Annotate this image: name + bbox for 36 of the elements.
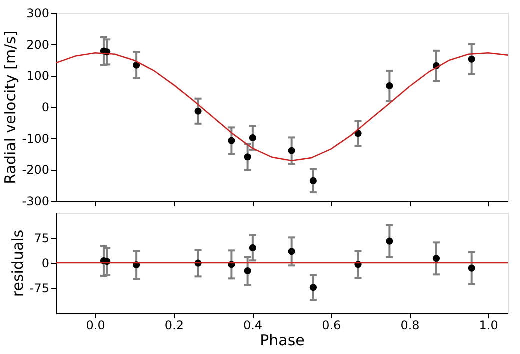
x-tick-label: 0.2 <box>164 318 184 332</box>
point <box>288 147 296 154</box>
point <box>249 134 256 142</box>
point <box>310 177 317 184</box>
x-tick-label: 0.6 <box>322 318 342 332</box>
line-series <box>56 52 508 162</box>
point <box>386 238 394 245</box>
y-tick-label: 75 <box>34 232 50 246</box>
point <box>288 248 296 256</box>
point <box>249 244 256 252</box>
point <box>228 137 236 144</box>
point <box>310 284 317 292</box>
x-tick-label: 0.4 <box>243 318 263 332</box>
point <box>432 255 440 262</box>
y-axis-title: Radial velocity [m/s] <box>1 30 20 184</box>
y-tick-label: 300 <box>26 6 50 20</box>
y-tick-label: 0 <box>42 100 50 114</box>
point <box>133 62 140 69</box>
point <box>244 154 252 161</box>
y-tick-label: -100 <box>22 132 50 146</box>
x-tick-label: 0.0 <box>86 318 106 332</box>
x-tick-label: 1.0 <box>479 318 498 332</box>
point <box>386 82 394 90</box>
point <box>468 56 476 63</box>
y-tick-label: -75 <box>30 282 50 296</box>
x-tick-label: 0.8 <box>400 318 420 332</box>
point <box>244 267 252 275</box>
y-tick-label: -300 <box>22 194 50 208</box>
y-axis-title: residuals <box>8 230 27 298</box>
y-tick-label: 100 <box>26 69 50 84</box>
y-tick-label: -200 <box>22 163 50 178</box>
x-axis-title: Phase <box>260 332 305 350</box>
point <box>468 264 476 272</box>
y-tick-label: 0 <box>42 256 50 270</box>
point <box>194 108 202 115</box>
y-tick-label: 200 <box>26 38 50 52</box>
